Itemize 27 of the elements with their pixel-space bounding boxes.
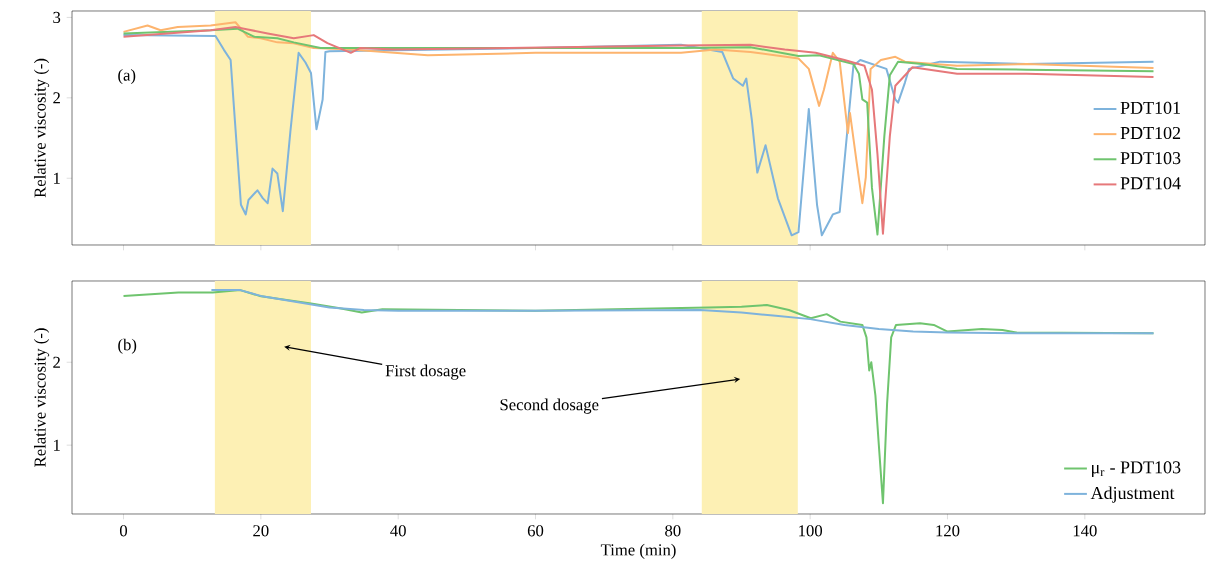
x-tick-label: 20 xyxy=(253,525,269,537)
y-axis-title: Relative viscosity (-) xyxy=(33,58,50,198)
x-tick-label: 140 xyxy=(1073,525,1097,537)
legend-label: PDT102 xyxy=(1120,126,1181,140)
legend-label: PDT104 xyxy=(1120,177,1181,190)
x-tick-label: 120 xyxy=(936,525,960,537)
legend-label: μ$_{r}$ - PDT103 xyxy=(1092,461,1181,478)
x-tick-label: 60 xyxy=(527,525,544,537)
annotation: (a) xyxy=(118,68,136,85)
annotation: (b) xyxy=(118,338,137,354)
x-axis-title: Time (min) xyxy=(600,543,676,559)
legend-label: PDT103 xyxy=(1120,152,1181,165)
y-axis-title: Relative viscosity (-) xyxy=(33,328,50,467)
y-tick-label: 1 xyxy=(53,439,60,451)
y-tick-label: 1 xyxy=(53,172,60,184)
x-tick-label: 40 xyxy=(390,525,406,537)
annotation: First dosage xyxy=(385,364,466,380)
legend-label: PDT101 xyxy=(1120,101,1180,114)
x-tick-label: 80 xyxy=(665,525,681,537)
y-tick-label: 2 xyxy=(53,356,60,368)
y-tick-label: 2 xyxy=(53,92,60,104)
line-series xyxy=(210,289,1155,335)
y-tick-label: 3 xyxy=(53,11,61,24)
x-tick-label: 0 xyxy=(119,525,128,537)
legend-label: Adjustment xyxy=(1090,486,1175,503)
annotation: Second dosage xyxy=(500,398,599,414)
x-tick-label: 100 xyxy=(799,525,823,537)
